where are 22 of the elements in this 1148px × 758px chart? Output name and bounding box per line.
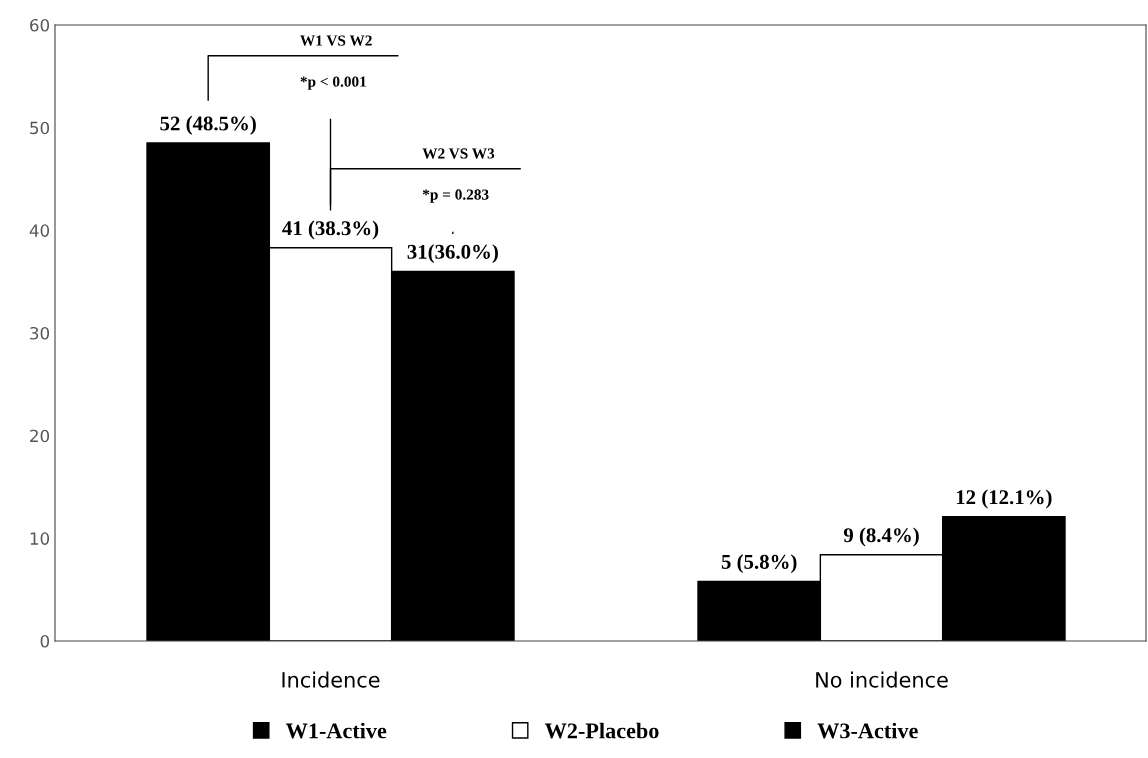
legend-label: W2-Placebo [544, 722, 659, 739]
y-tick-label: 60 [30, 18, 50, 32]
data-label: 5 (5.8%) [721, 554, 797, 574]
data-label: 41 (38.3%) [282, 220, 379, 240]
annotation: W1 VS W2 [300, 35, 372, 46]
annotation: W2 VS W3 [422, 148, 495, 159]
legend-label: W3-Active [817, 722, 918, 739]
y-tick-label: 20 [30, 429, 50, 443]
y-tick-label: 30 [30, 326, 50, 340]
y-tick-label: 40 [29, 224, 50, 237]
x-tick-label: Incidence [282, 671, 380, 688]
annotation: *p = 0.283 [422, 189, 489, 203]
data-label: 9 (8.4%) [843, 527, 919, 547]
y-tick-label: 10 [30, 532, 50, 545]
y-tick-label: 0 [40, 634, 50, 648]
x-tick-label: No incidence [816, 671, 948, 688]
data-label: 31(36.0%) [407, 244, 498, 264]
data-label: 12 (12.1%) [956, 489, 1052, 509]
y-tick-label: 50 [30, 121, 50, 135]
data-label: 52 (48.5%) [160, 115, 256, 135]
legend-label: W1-Active [285, 722, 387, 739]
annotation: *p < 0.001 [300, 76, 366, 90]
